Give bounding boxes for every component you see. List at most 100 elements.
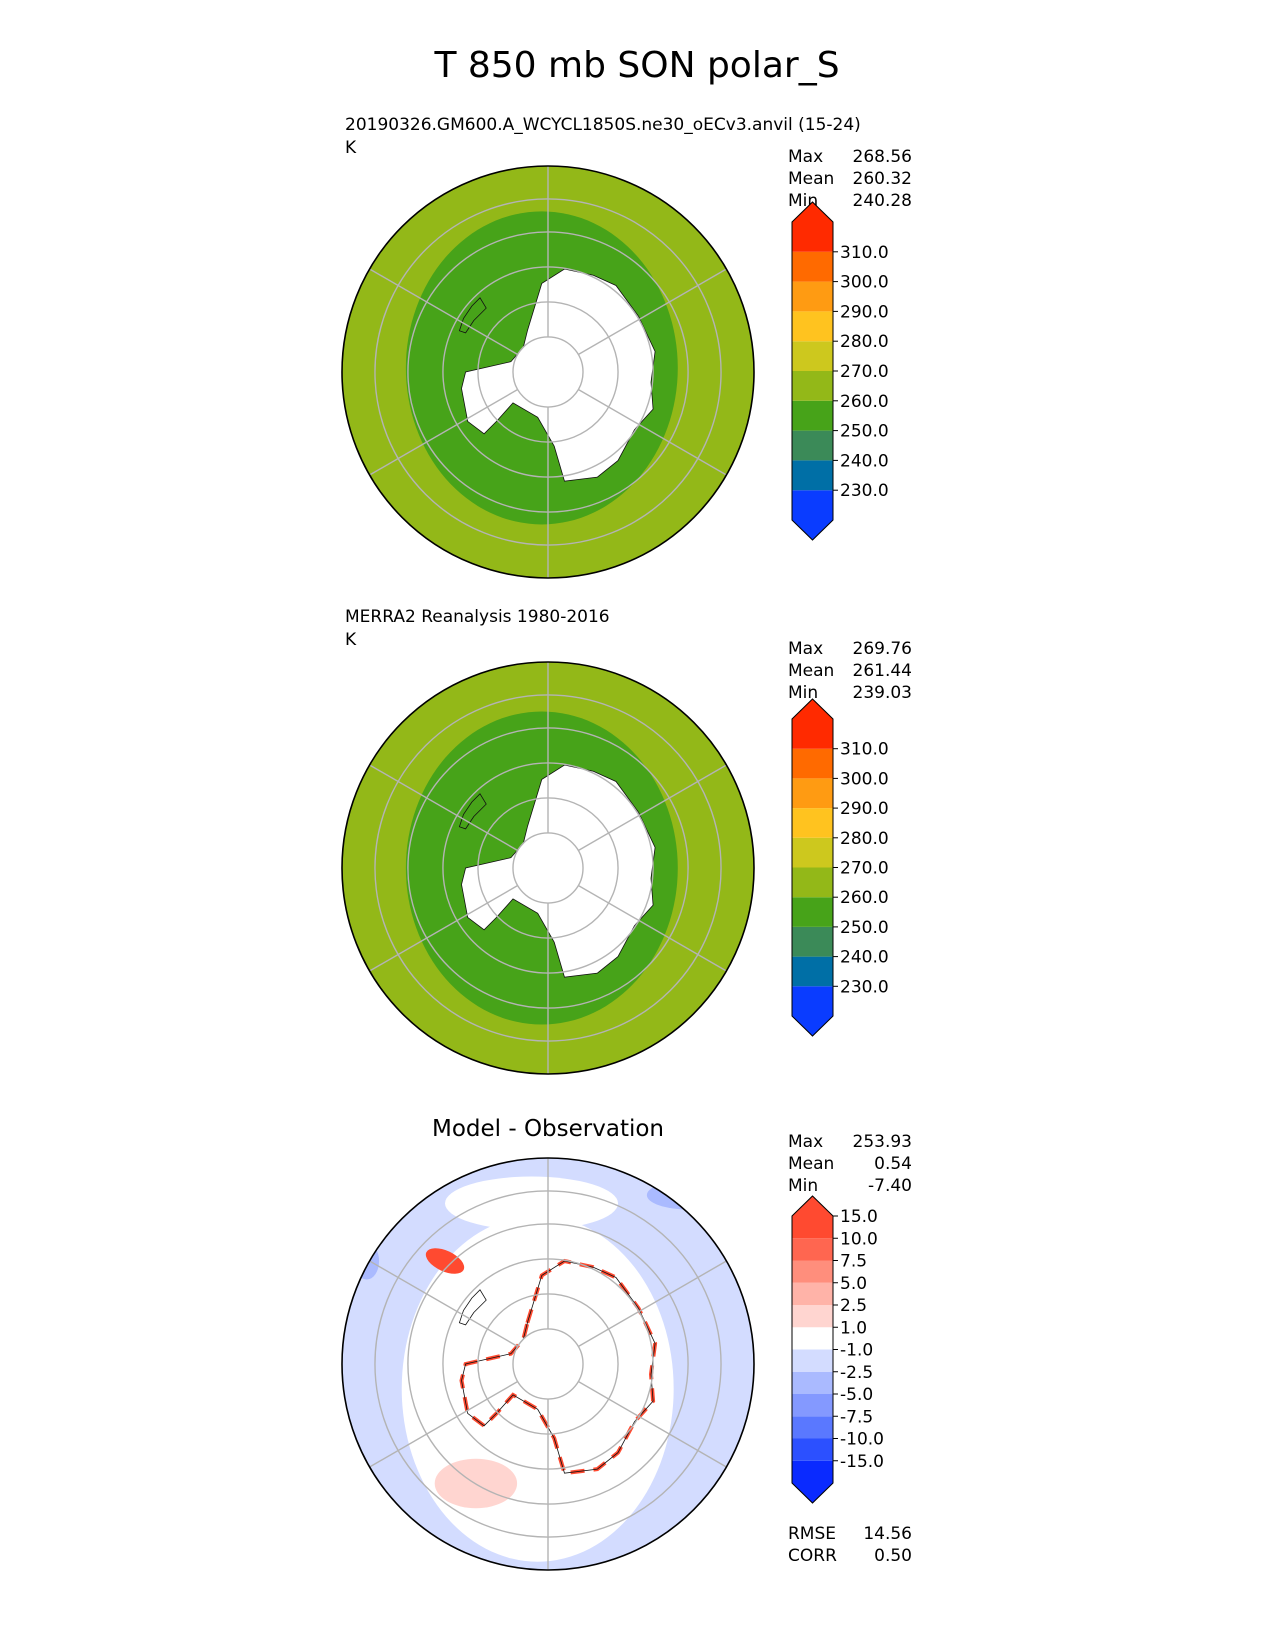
obs-stats: Max 269.76 Mean 261.44 Min 239.03 — [788, 639, 912, 703]
diff-neutral-patch — [445, 1176, 619, 1231]
colorbar-segment — [792, 778, 833, 809]
stat-max-label: Max — [788, 639, 823, 659]
colorbar-tick-label: -1.0 — [840, 1341, 873, 1361]
meridian-gridline — [577, 388, 727, 476]
colorbar-segment — [792, 460, 833, 491]
map-boundary — [341, 661, 755, 1075]
obs-polar-map — [341, 661, 755, 1075]
stat-mean-value: 0.54 — [874, 1154, 912, 1174]
colorbar-segment — [792, 371, 833, 401]
diff-cool-patch — [646, 1180, 730, 1210]
meridian-gridline — [369, 388, 519, 476]
colorbar-segment — [792, 1416, 833, 1439]
figure-title: T 850 mb SON polar_S — [433, 45, 839, 86]
stat-max-value: 269.76 — [853, 639, 912, 659]
stat-mean-label: Mean — [788, 169, 834, 189]
colorbar-tick-label: 260.0 — [840, 392, 889, 412]
stat-mean-value: 260.32 — [853, 169, 912, 189]
stat-min-value: 240.28 — [853, 191, 912, 211]
colorbar-segment — [792, 808, 833, 838]
model-colorbar: 230.0 240.0 250.0 260.0 270.0 280.0 290.0 300.0… — [791, 201, 889, 541]
metric-rmse-value: 14.56 — [863, 1524, 912, 1544]
stat-mean-label: Mean — [788, 1154, 834, 1174]
colorbar-segment — [792, 1196, 833, 1239]
stat-min-value: 239.03 — [853, 683, 912, 703]
colorbar-tick-label: -5.0 — [840, 1385, 873, 1405]
colorbar-outline — [791, 201, 834, 541]
peninsula-coastline — [458, 793, 487, 830]
colorbar-tick-label: 290.0 — [840, 799, 889, 819]
diff-stats: Max 253.93 Mean 0.54 Min -7.40 — [788, 1132, 912, 1196]
colorbar-tick-label: 300.0 — [840, 769, 889, 789]
metric-corr-label: CORR — [788, 1546, 837, 1566]
colorbar-tick-label: 230.0 — [840, 481, 889, 501]
colorbar-tick-label: 270.0 — [840, 859, 889, 879]
colorbar-segment — [792, 956, 833, 987]
panel-obs-units: K — [345, 630, 357, 650]
meridian-gridline — [577, 1260, 727, 1348]
stat-min-label: Min — [788, 683, 818, 703]
meridian-gridline — [369, 1380, 519, 1468]
colorbar-segment — [792, 748, 833, 779]
colorbar-tick-label: 250.0 — [840, 918, 889, 938]
diff-colorbar: -15.0-10.0 -7.5-5.0-2.5-1.0 1.02.55.07.5 10… — [791, 1195, 884, 1504]
stat-max-value: 253.93 — [853, 1132, 912, 1152]
colorbar-segment — [792, 1305, 833, 1328]
panel-model-units: K — [345, 138, 357, 158]
colorbar-tick-label: 280.0 — [840, 829, 889, 849]
diff-polar-map — [341, 1157, 755, 1571]
colorbar-segment — [792, 400, 833, 431]
stat-min-label: Min — [788, 1176, 818, 1196]
meridian-gridline — [577, 764, 727, 852]
meridian-gridline — [369, 268, 519, 356]
meridian-gridline — [369, 764, 519, 852]
colorbar-tick-label: 1.0 — [840, 1318, 867, 1338]
panel-diff-title: Model - Observation — [432, 1116, 664, 1142]
colorbar-segment — [792, 281, 833, 312]
meridian-gridline — [369, 884, 519, 972]
colorbar-segment — [792, 1460, 833, 1503]
panel-obs-title: MERRA2 Reanalysis 1980-2016 — [345, 607, 610, 627]
colorbar-tick-label: 240.0 — [840, 451, 889, 471]
metric-corr-value: 0.50 — [874, 1546, 912, 1566]
continent-coastline — [461, 1260, 656, 1474]
colorbar-segment — [792, 986, 833, 1036]
colorbar-segment — [792, 699, 833, 749]
colorbar-segment — [792, 1371, 833, 1394]
stat-max-label: Max — [788, 1132, 823, 1152]
colorbar-segment — [792, 202, 833, 252]
colorbar-tick-label: 15.0 — [840, 1207, 878, 1227]
meridian-gridline — [577, 268, 727, 356]
colorbar-tick-label: 310.0 — [840, 740, 889, 760]
colorbar-segment — [792, 1238, 833, 1261]
colorbar-tick-label: -7.5 — [840, 1407, 873, 1427]
colorbar-tick-label: 310.0 — [840, 243, 889, 263]
model-polar-map — [341, 165, 755, 579]
obs-colorbar: 230.0 240.0 250.0 260.0 270.0 280.0 290.0 300.0… — [791, 698, 889, 1037]
stat-mean-value: 261.44 — [853, 661, 912, 681]
colorbar-segment — [792, 926, 833, 957]
colorbar-tick-label: 300.0 — [840, 273, 889, 293]
colorbar-segment — [792, 311, 833, 342]
colorbar-segment — [792, 1349, 833, 1372]
colorbar-tick-label: 7.5 — [840, 1252, 867, 1272]
diff-metrics: RMSE 14.56 CORR 0.50 — [788, 1524, 912, 1566]
colorbar-tick-label: -10.0 — [840, 1430, 884, 1450]
panel-model-title: 20190326.GM600.A_WCYCL1850S.ne30_oECv3.a… — [345, 115, 861, 135]
colorbar-tick-label: 290.0 — [840, 302, 889, 322]
stat-max-label: Max — [788, 147, 823, 167]
colorbar-tick-label: 260.0 — [840, 888, 889, 908]
panel-obs: MERRA2 Reanalysis 1980-2016 K Max 269.76… — [341, 607, 912, 1075]
colorbar-segment — [792, 1438, 833, 1461]
stat-min-value: -7.40 — [868, 1176, 912, 1196]
continent-mask — [461, 268, 656, 482]
colorbar-tick-label: 270.0 — [840, 362, 889, 382]
colorbar-segment — [792, 837, 833, 868]
colorbar-segment — [792, 341, 833, 371]
colorbar-outline — [791, 698, 834, 1037]
colorbar-segment — [792, 897, 833, 927]
diff-cool-patch — [354, 1242, 380, 1280]
model-stats: Max 268.56 Mean 260.32 Min 240.28 — [788, 147, 912, 211]
colorbar-segment — [792, 1282, 833, 1305]
